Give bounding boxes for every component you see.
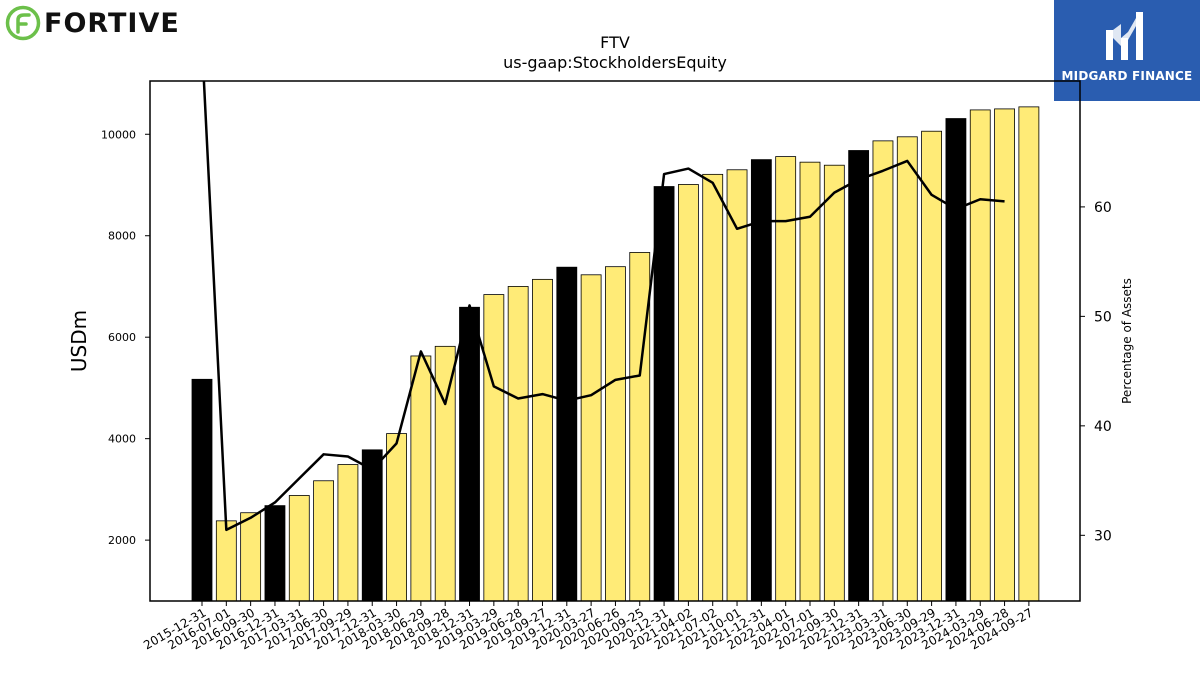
quarterly-bar [215, 520, 237, 602]
quarterly-bar [823, 164, 845, 602]
y-tick-label: 10000 [101, 128, 136, 141]
chart-subtitle: us-gaap:StockholdersEquity [503, 53, 727, 72]
annual-bar [264, 505, 286, 602]
quarterly-bar [775, 156, 797, 602]
quarterly-bar [288, 495, 310, 602]
midgard-finance-logo: MIDGARD FINANCE [1054, 0, 1200, 101]
x-axis: 2015-12-312016-07-012016-09-302016-12-31… [141, 601, 1035, 652]
fortive-logo-text: FORTIVE [44, 8, 180, 39]
quarterly-bar [702, 173, 724, 602]
y2-tick-label: 50 [1094, 309, 1112, 325]
fortive-logo: FORTIVE [4, 4, 194, 41]
midgard-logo-text: MIDGARD FINANCE [1061, 69, 1193, 83]
quarterly-bar [410, 355, 432, 602]
quarterly-bar [580, 274, 602, 602]
left-axis: 2000 4000 6000 8000 10000 [101, 128, 150, 547]
y2-tick-label: 60 [1094, 200, 1112, 216]
y-tick-label: 2000 [108, 534, 136, 547]
quarterly-bar [434, 345, 456, 602]
chart-title: FTV [600, 33, 630, 52]
y-tick-label: 6000 [108, 331, 136, 344]
quarterly-bar [994, 108, 1015, 602]
quarterly-bar [969, 109, 991, 602]
quarterly-bar [386, 433, 407, 602]
annual-bar [750, 159, 772, 602]
percentage-of-assets-line [202, 81, 1005, 532]
fortive-mark-icon [5, 5, 41, 41]
quarterly-bar [921, 130, 942, 602]
quarterly-bar [1018, 106, 1040, 602]
y2-tick-label: 30 [1094, 528, 1112, 544]
annual-bar [848, 150, 870, 602]
quarterly-bar [726, 169, 748, 602]
annual-bar [191, 378, 213, 602]
quarterly-bar [507, 286, 529, 602]
quarterly-bar [605, 266, 626, 602]
annual-bar [945, 118, 967, 602]
annual-bar [653, 186, 675, 602]
y-axis-label: USDm [67, 310, 91, 372]
y-tick-label: 8000 [108, 230, 136, 243]
line-layer [202, 81, 1005, 532]
quarterly-bar [678, 184, 699, 602]
right-axis: 30 40 50 60 [1080, 200, 1112, 544]
annual-bar [361, 449, 383, 602]
bars-layer [191, 106, 1040, 602]
quarterly-bar [337, 464, 359, 602]
quarterly-bar [629, 252, 651, 602]
quarterly-bar [532, 278, 553, 602]
quarterly-bar [483, 294, 505, 602]
y2-axis-label: Percentage of Assets [1120, 278, 1134, 404]
quarterly-bar [313, 480, 335, 602]
quarterly-bar [799, 161, 821, 602]
annual-bar [459, 306, 480, 602]
y2-tick-label: 40 [1094, 419, 1112, 435]
y-tick-label: 4000 [108, 433, 136, 446]
annual-bar [556, 266, 578, 602]
midgard-mark-icon [1106, 12, 1143, 60]
quarterly-bar [896, 136, 918, 602]
quarterly-bar [872, 140, 894, 602]
quarterly-bar [240, 512, 262, 602]
